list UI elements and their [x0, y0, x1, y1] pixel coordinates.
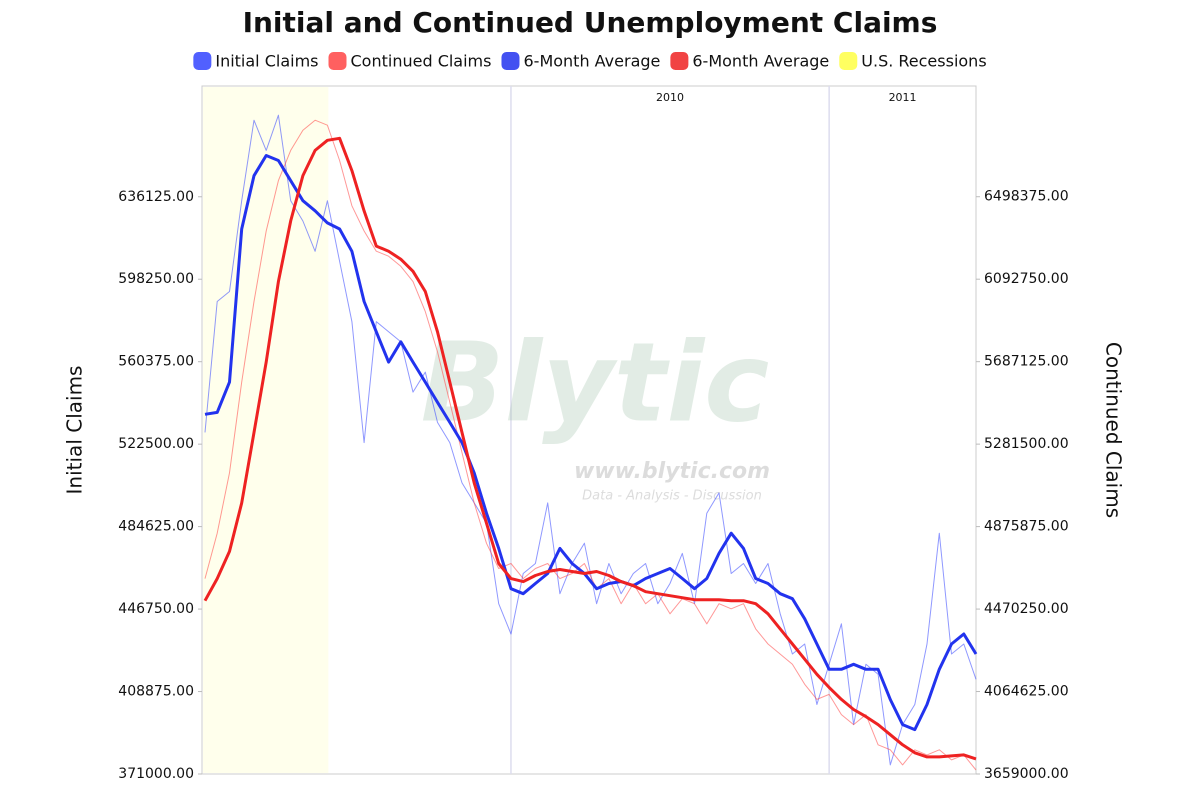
series-line [203, 136, 977, 761]
legend-label: Continued Claims [351, 52, 492, 71]
y-tick-label: 522500.00 [118, 436, 194, 452]
legend-swatch [328, 52, 347, 70]
watermark-brand: Blytic [421, 318, 770, 446]
legend-swatch [839, 52, 858, 70]
y-axis-label: Initial Claims [63, 366, 87, 495]
watermark: Blytic www.blytic.com Data - Analysis - … [421, 318, 770, 503]
y2-tick-label: 3659000.00 [984, 766, 1069, 782]
series-line [204, 119, 977, 771]
y2-tick-label: 4064625.00 [984, 684, 1069, 700]
watermark-url: www.blytic.com [574, 459, 770, 484]
legend-label: Initial Claims [215, 52, 318, 71]
legend-label: 6-Month Average [523, 52, 660, 71]
legend-swatch [501, 52, 520, 70]
y2-tick-label: 6498375.00 [984, 189, 1069, 205]
y-tick-label: 598250.00 [118, 271, 194, 287]
y-tick-label: 560375.00 [118, 354, 194, 370]
y-tick-label: 484625.00 [118, 519, 194, 535]
y2-tick-label: 5281500.00 [984, 436, 1069, 452]
y2-tick-label: 6092750.00 [984, 271, 1069, 287]
recession-band [203, 87, 329, 773]
series-line [204, 154, 978, 732]
watermark-tagline: Data - Analysis - Discussion [582, 489, 762, 504]
x-tick-label: 2011 [889, 91, 917, 104]
legend-label: U.S. Recessions [861, 52, 986, 71]
y2-axis-label: Continued Claims [1102, 342, 1126, 518]
y2-tick-label: 4875875.00 [984, 519, 1069, 535]
x-tick-label: 2010 [656, 91, 684, 104]
legend-swatch [670, 52, 689, 70]
y-tick-label: 408875.00 [118, 684, 194, 700]
y2-tick-label: 5687125.00 [984, 354, 1069, 370]
y2-tick-label: 4470250.00 [984, 601, 1069, 617]
legend: Initial Claims Continued Claims 6-Month Av… [193, 52, 987, 71]
legend-label: 6-Month Average [692, 52, 829, 71]
y-tick-label: 371000.00 [118, 766, 194, 782]
legend-swatch [193, 52, 212, 70]
y-tick-label: 446750.00 [118, 601, 194, 617]
chart-title: Initial and Continued Unemployment Claim… [243, 6, 938, 39]
plot-frame [201, 85, 977, 775]
y-tick-label: 636125.00 [118, 189, 194, 205]
